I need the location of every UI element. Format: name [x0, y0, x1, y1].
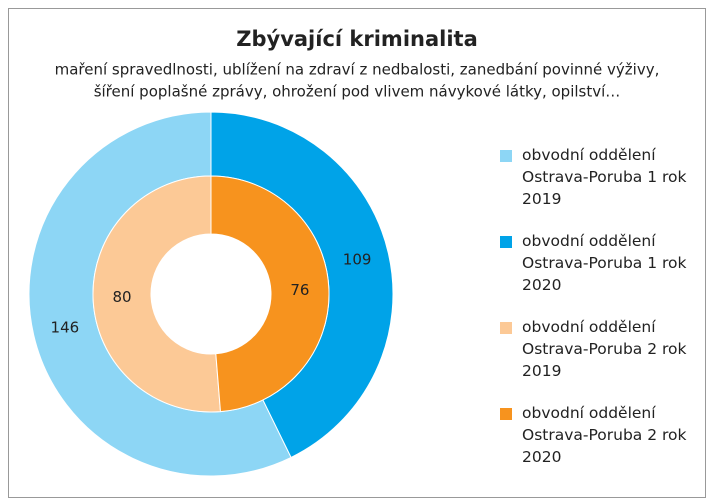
doughnut-segment — [210, 175, 330, 413]
legend-item: obvodní oddělení Ostrava-Poruba 1 rok 20… — [500, 144, 700, 230]
chart: Zbývající kriminalita maření spravedlnos… — [28, 27, 660, 477]
legend: obvodní oddělení Ostrava-Poruba 1 rok 20… — [500, 144, 700, 488]
data-label: 76 — [290, 281, 309, 299]
legend-item: obvodní oddělení Ostrava-Poruba 2 rok 20… — [500, 402, 700, 488]
legend-swatch — [500, 236, 512, 248]
subtitle: maření spravedlnosti, ublížení na zdraví… — [55, 61, 660, 79]
legend-item: obvodní oddělení Ostrava-Poruba 1 rok 20… — [500, 230, 700, 316]
subtitle: šíření poplašné zprávy, ohrožení pod vli… — [94, 83, 621, 101]
doughnut-segment — [92, 175, 222, 413]
legend-label: obvodní oddělení Ostrava-Poruba 2 rok 20… — [522, 318, 687, 380]
data-label: 109 — [343, 251, 372, 269]
data-label: 146 — [51, 318, 80, 336]
legend-label: obvodní oddělení Ostrava-Poruba 1 rok 20… — [522, 232, 687, 294]
legend-label: obvodní oddělení Ostrava-Poruba 2 rok 20… — [522, 404, 687, 466]
legend-swatch — [500, 408, 512, 420]
legend-label: obvodní oddělení Ostrava-Poruba 1 rok 20… — [522, 146, 687, 208]
legend-swatch — [500, 322, 512, 334]
legend-item: obvodní oddělení Ostrava-Poruba 2 rok 20… — [500, 316, 700, 402]
legend-swatch — [500, 150, 512, 162]
data-label: 80 — [113, 288, 132, 306]
chart-title: Zbývající kriminalita — [236, 27, 478, 51]
page: Zbývající kriminalita maření spravedlnos… — [8, 8, 706, 498]
